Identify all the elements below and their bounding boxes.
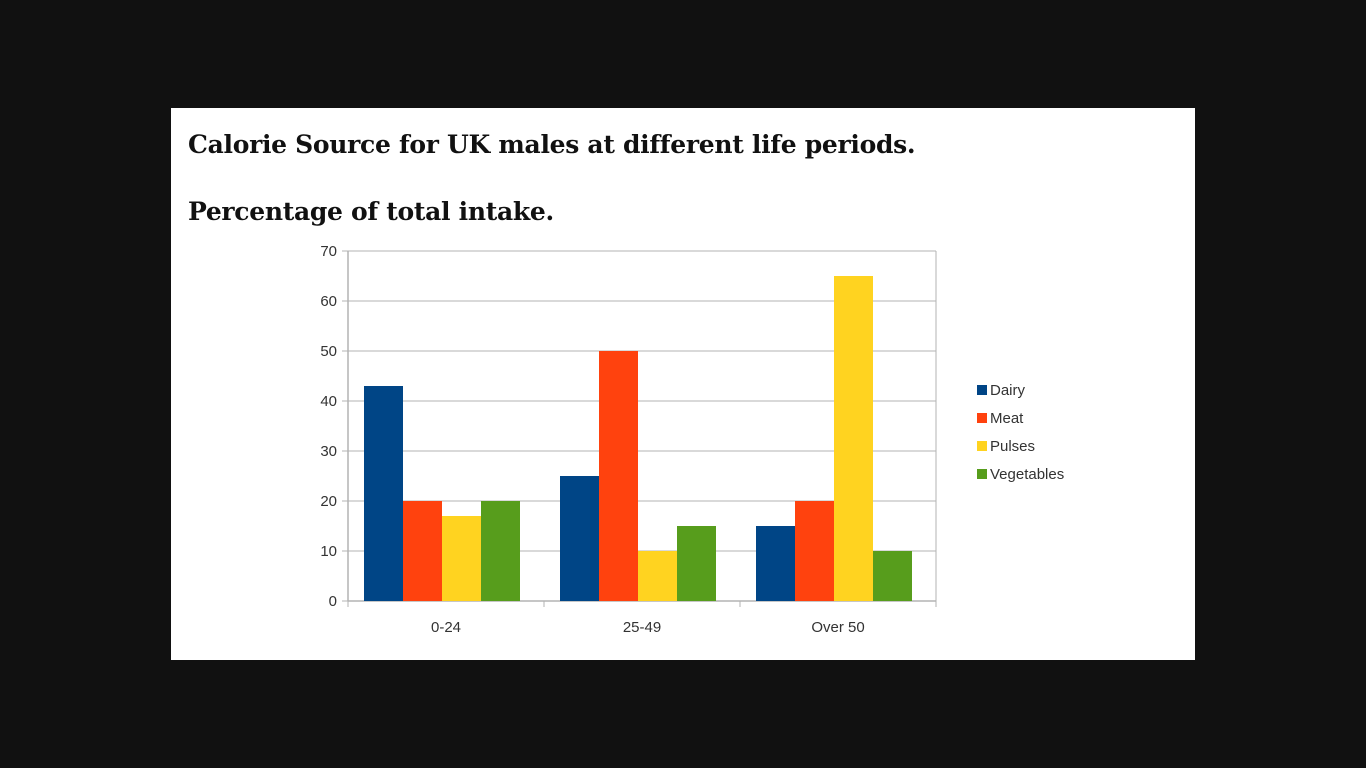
bars [364,276,912,601]
bar-vegetables-1 [677,526,716,601]
x-category-label: Over 50 [811,619,864,636]
bar-meat-0 [403,501,442,601]
y-tick-label: 50 [320,343,337,360]
bar-pulses-1 [638,551,677,601]
bar-pulses-2 [834,276,873,601]
legend-swatch-vegetables [977,469,987,479]
y-tick-label: 60 [320,293,337,310]
bar-vegetables-2 [873,551,912,601]
chart-panel: Calorie Source for UK males at different… [171,108,1195,660]
legend-label-pulses: Pulses [990,438,1035,455]
x-category-label: 0-24 [431,619,461,636]
y-tick-label: 70 [320,243,337,260]
legend-swatch-dairy [977,385,987,395]
bar-meat-1 [599,351,638,601]
y-tick-label: 40 [320,393,337,410]
chart-subtitle: Percentage of total intake. [188,197,554,226]
bar-meat-2 [795,501,834,601]
legend-label-vegetables: Vegetables [990,466,1064,483]
legend-label-meat: Meat [990,410,1024,427]
y-tick-label: 10 [320,543,337,560]
bar-dairy-1 [560,476,599,601]
x-axis-ticks: 0-24 25-49 Over 50 [347,601,937,636]
bar-chart: 0 10 20 30 40 50 60 70 0-24 25-49 Over 50 Dairy Me… [320,243,1064,636]
bar-dairy-0 [364,386,403,601]
legend-swatch-meat [977,413,987,423]
y-tick-label: 0 [329,593,337,610]
x-category-label: 25-49 [623,619,661,636]
chart-title: Calorie Source for UK males at different… [188,130,916,159]
y-tick-label: 20 [320,493,337,510]
legend-label-dairy: Dairy [990,382,1026,399]
y-tick-label: 30 [320,443,337,460]
y-axis-ticks: 0 10 20 30 40 50 60 70 [320,243,348,610]
bar-dairy-2 [756,526,795,601]
bar-pulses-0 [442,516,481,601]
bar-vegetables-0 [481,501,520,601]
legend: Dairy Meat Pulses Vegetables [977,382,1064,483]
legend-swatch-pulses [977,441,987,451]
